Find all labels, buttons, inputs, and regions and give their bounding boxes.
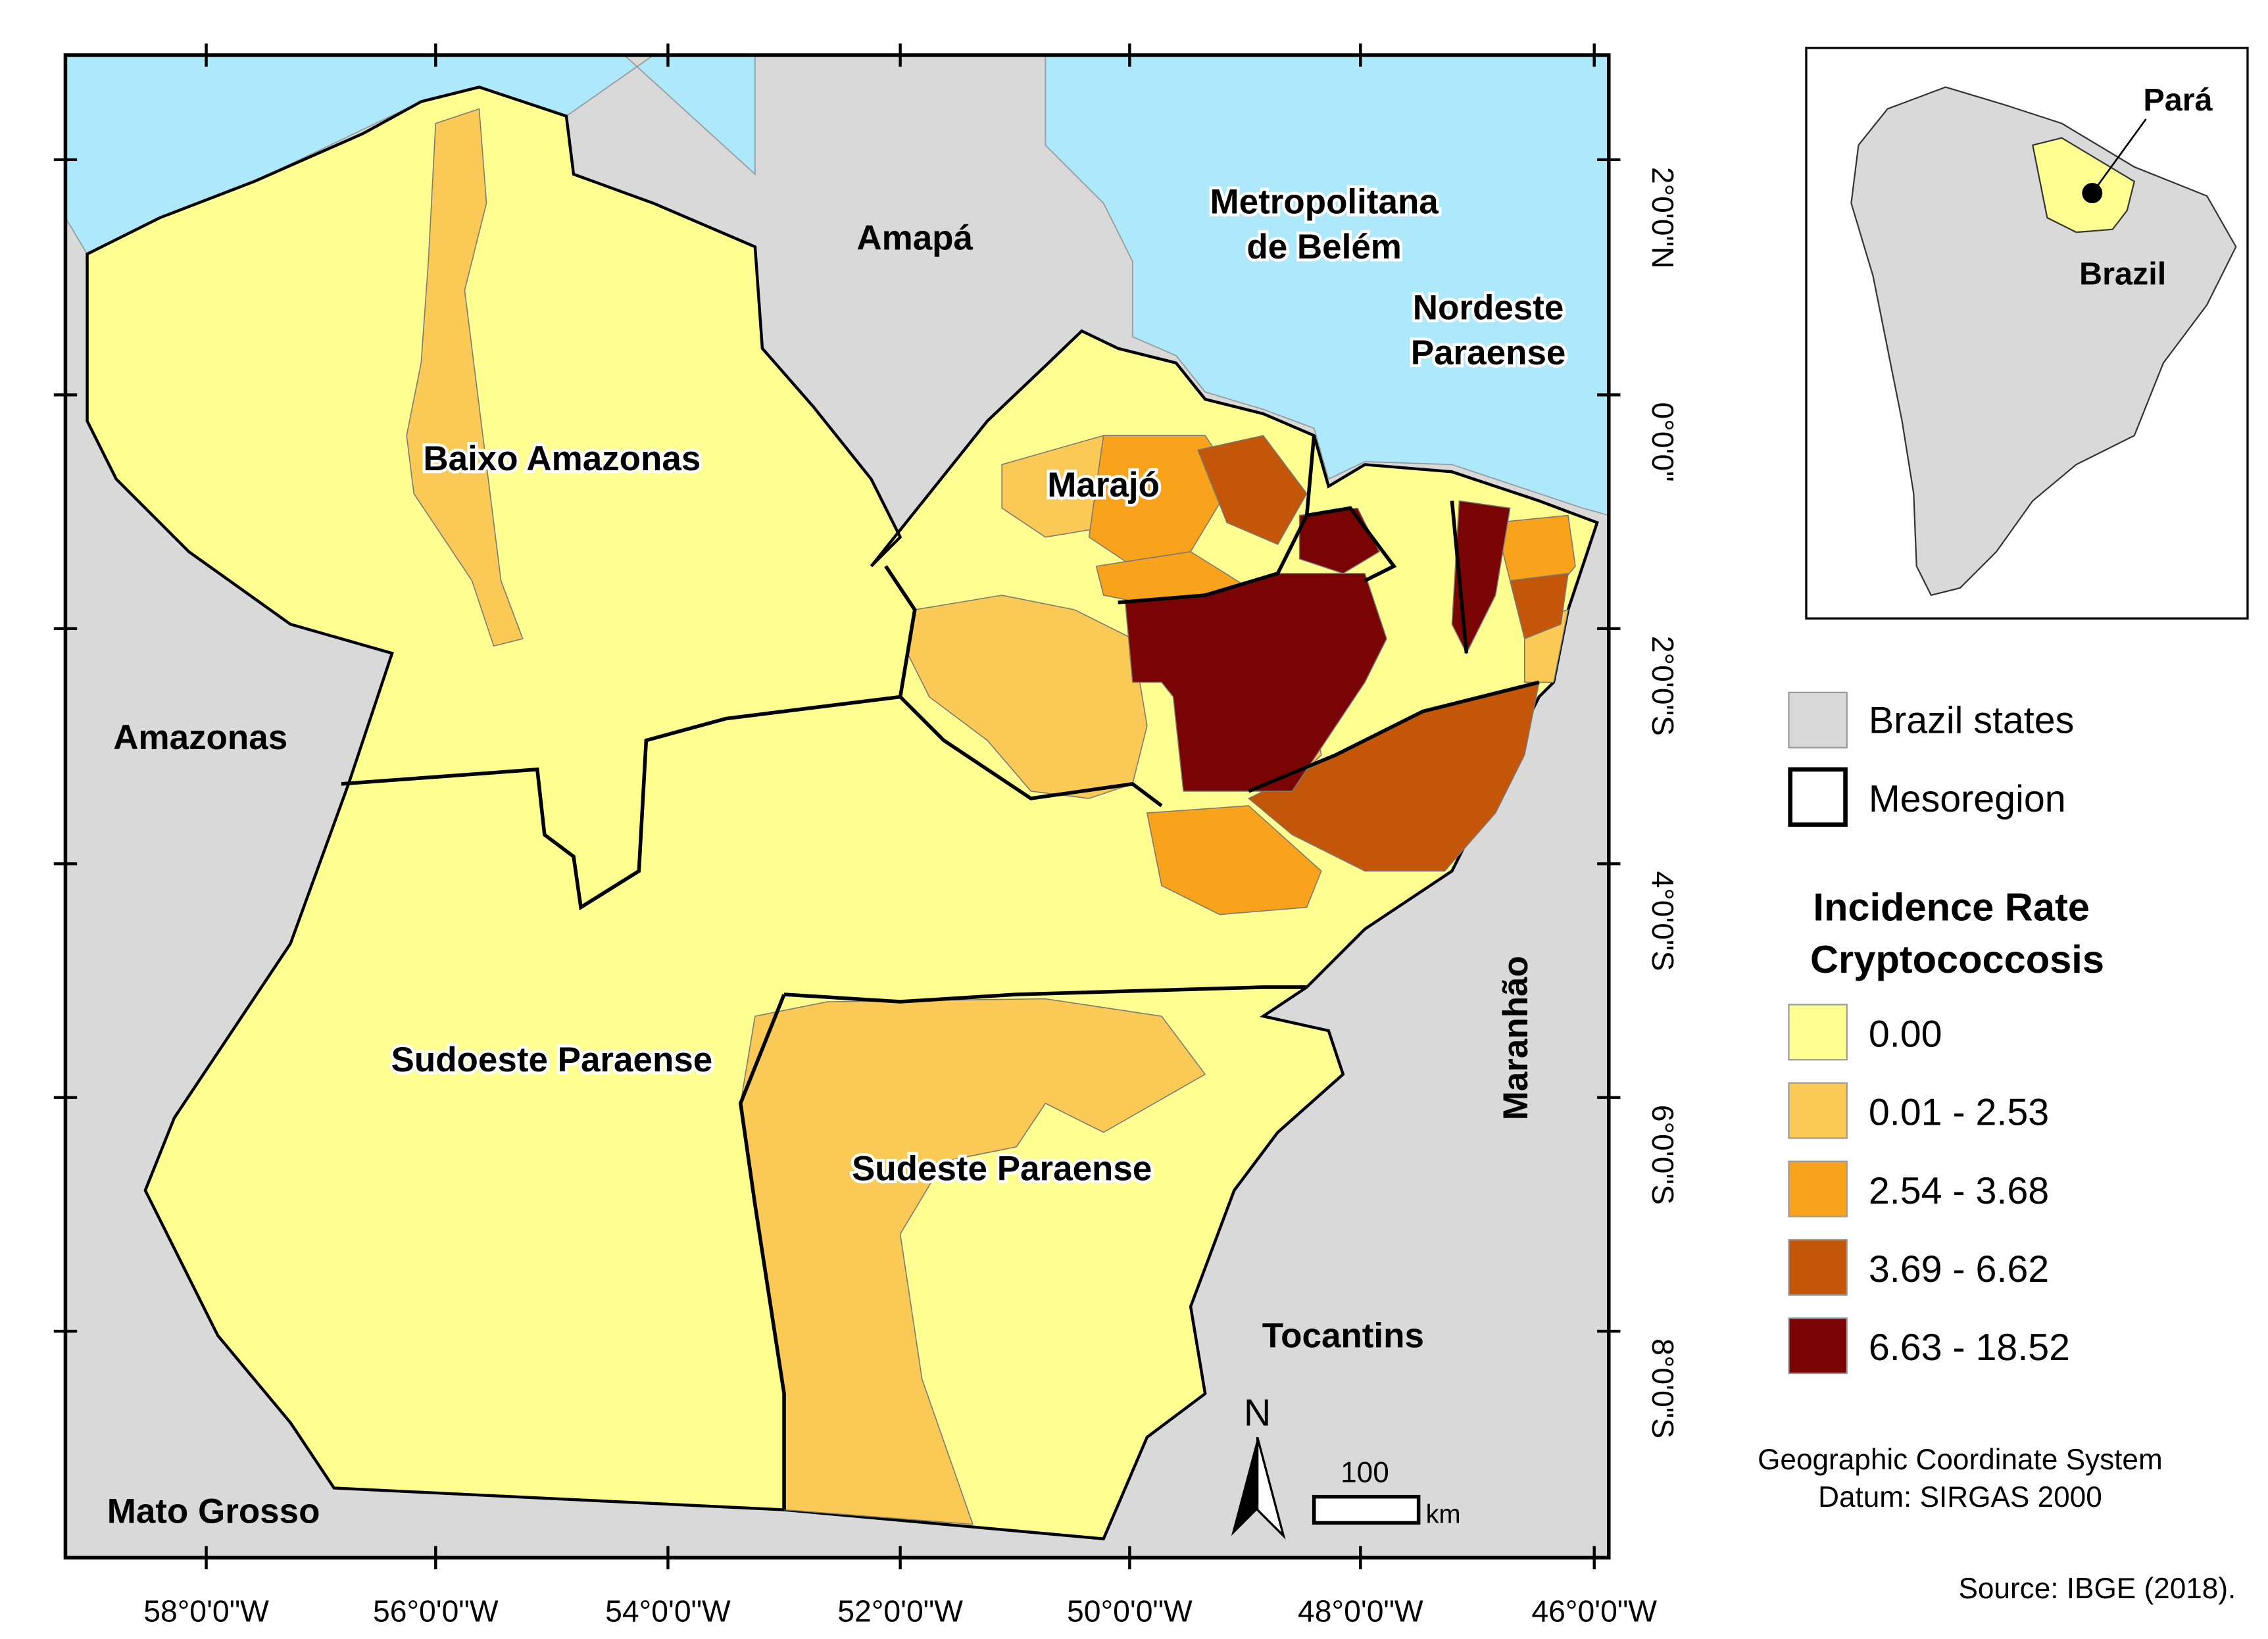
legend-label: 6.63 - 18.52	[1869, 1327, 2070, 1369]
municipality-class-3	[1197, 435, 1308, 545]
legend-label: 2.54 - 3.68	[1869, 1170, 2049, 1212]
scale-distance: 100	[1341, 1457, 1389, 1489]
municipality-class-2	[1146, 805, 1322, 916]
region-label: Marajó	[1047, 466, 1160, 504]
state-label: Mato Grosso	[107, 1492, 320, 1530]
map-frame	[63, 53, 1611, 1560]
longitude-label: 54°0'0"W	[605, 1594, 731, 1628]
legend-swatch	[1788, 1160, 1848, 1217]
legend-states-swatch	[1788, 691, 1848, 748]
longitude-label: 48°0'0"W	[1298, 1594, 1423, 1628]
state-label: Amapá	[856, 219, 973, 258]
legend-label: 3.69 - 6.62	[1869, 1248, 2049, 1290]
note: Datum: SIRGAS 2000	[1818, 1481, 2102, 1513]
inset-para	[2032, 137, 2136, 233]
municipality-class-4	[1124, 573, 1387, 792]
source: Source: IBGE (2018).	[1958, 1573, 2236, 1605]
longitude-label: 50°0'0"W	[1067, 1594, 1193, 1628]
state-label: Amazonas	[113, 718, 287, 757]
state-label: Maranhão	[1496, 956, 1535, 1120]
longitude-label: 52°0'0"W	[837, 1594, 963, 1628]
mesoregion-boundary	[341, 695, 1163, 911]
mesoregion-boundary	[738, 993, 786, 1510]
inset-dot	[2082, 183, 2103, 204]
inset-state-label: Pará	[2143, 82, 2213, 118]
mesoregion-boundary	[884, 565, 917, 697]
legend-mesoregion-label: Mesoregion	[1869, 778, 2066, 820]
inset-country-label: Brazil	[2079, 257, 2166, 292]
region-label: Sudoeste Paraense	[391, 1040, 713, 1079]
latitude-label: 6°0'0"S	[1646, 1105, 1680, 1205]
longitude-label: 46°0'0"W	[1531, 1594, 1657, 1628]
north-arrow	[1256, 1436, 1286, 1540]
legend-swatch	[1788, 1082, 1848, 1139]
south-america	[1850, 86, 2237, 597]
mesoregion-boundary	[1450, 501, 1469, 654]
municipality-class-4	[1451, 500, 1511, 654]
mesoregion-boundary	[1248, 680, 1540, 793]
latitude-label: 8°0'0"S	[1646, 1338, 1680, 1438]
north-label: N	[1244, 1392, 1271, 1434]
ocean	[65, 55, 1609, 516]
legend-label: 0.01 - 2.53	[1869, 1092, 2049, 1134]
mesoregion-boundary	[783, 985, 1307, 1004]
scale-unit: km	[1426, 1500, 1461, 1529]
legend-swatch	[1788, 1317, 1848, 1375]
latitude-label: 0°0'0"	[1646, 402, 1680, 481]
municipality-class-3	[1509, 572, 1569, 640]
region-label: de Belém	[1246, 228, 1402, 266]
legend-label: 0.00	[1869, 1013, 1942, 1055]
legend-swatch	[1788, 1004, 1848, 1061]
municipality-class-1	[906, 595, 1148, 799]
region-label: Metropolitana	[1210, 182, 1439, 221]
legend-states-label: Brazil states	[1869, 700, 2074, 742]
region-label: Baixo Amazonas	[423, 439, 701, 478]
map-body	[65, 55, 1609, 1558]
region-label: Sudeste Paraense	[852, 1150, 1152, 1188]
state-label: Tocantins	[1262, 1316, 1424, 1355]
municipality-class-1	[406, 108, 524, 647]
note: Geographic Coordinate System	[1758, 1444, 2163, 1476]
region-label: Nordeste	[1413, 289, 1564, 328]
legend-mesoregion-swatch	[1788, 767, 1848, 827]
latitude-label: 2°0'0"N	[1646, 167, 1680, 269]
inset-leader	[2091, 118, 2147, 194]
longitude-label: 58°0'0"W	[143, 1594, 269, 1628]
legend-title: Cryptococcosis	[1810, 937, 2104, 981]
scale-bar	[1312, 1494, 1421, 1525]
mesoregion-boundary	[1304, 435, 1316, 516]
legend-title: Incidence Rate	[1813, 885, 2090, 929]
latitude-label: 2°0'0"S	[1646, 636, 1680, 736]
longitude-label: 56°0'0"W	[373, 1594, 499, 1628]
region-label: Paraense	[1411, 333, 1566, 372]
latitude-label: 4°0'0"S	[1646, 871, 1680, 971]
legend-swatch	[1788, 1238, 1848, 1296]
